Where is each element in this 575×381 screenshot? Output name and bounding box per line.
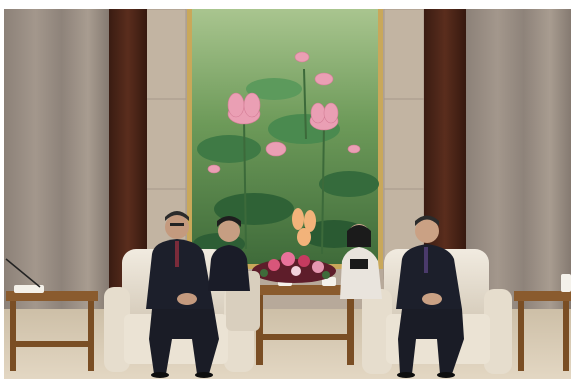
person-center-right	[340, 224, 382, 299]
meeting-room-photo	[4, 9, 571, 379]
left-side-table	[5, 258, 98, 371]
right-side-table	[514, 274, 571, 371]
person-right-seated	[396, 215, 464, 378]
person-center-left	[208, 216, 250, 291]
left-sheer-curtain	[4, 9, 109, 309]
person-left-seated	[146, 211, 219, 378]
flower-arrangement	[252, 252, 336, 283]
